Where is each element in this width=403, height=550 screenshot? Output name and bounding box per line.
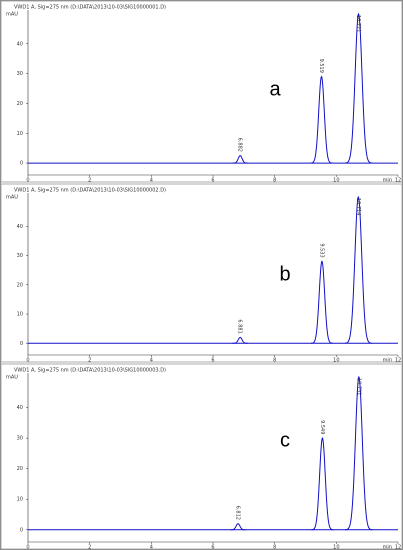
- y-tick-label: 40: [17, 405, 23, 411]
- x-axis-label: min: [383, 358, 392, 364]
- peak-label: 6.882: [237, 138, 243, 152]
- plot-area: [28, 195, 398, 344]
- panel-border: [0, 0, 403, 183]
- panel-header: VWD1 A, Sig=275 nm (D:\DATA\2013\10-03\S…: [14, 368, 166, 374]
- peak-label: 10.721: [355, 15, 361, 33]
- y-tick-label: 20: [17, 282, 23, 288]
- panel-border: [0, 363, 403, 550]
- peak: [345, 375, 373, 531]
- x-tick-label: 10: [333, 545, 339, 550]
- y-axis-label: mAU: [6, 195, 18, 201]
- y-tick-label: 40: [17, 41, 23, 47]
- x-tick-label: 6: [211, 358, 214, 364]
- x-tick-label: 12: [395, 545, 401, 550]
- panel-letter: b: [279, 263, 290, 285]
- y-tick-label: 10: [17, 312, 23, 318]
- panel: VWD1 A, Sig=275 nm (D:\DATA\2013\10-03\S…: [0, 0, 403, 184]
- panel-header: VWD1 A, Sig=275 nm (D:\DATA\2013\10-03\S…: [14, 188, 166, 194]
- x-tick-label: 0: [26, 545, 29, 550]
- peak-label: 9.519: [318, 59, 324, 73]
- x-tick-label: 2: [88, 545, 91, 550]
- y-tick-label: 0: [20, 341, 23, 347]
- peak-label: 6.881: [237, 319, 243, 333]
- peak-label: 10.731: [355, 378, 361, 396]
- peak: [232, 155, 248, 164]
- panel: VWD1 A, Sig=275 nm (D:\DATA\2013\10-03\S…: [0, 183, 403, 364]
- plot-area: [28, 12, 398, 164]
- y-tick-label: 40: [17, 224, 23, 230]
- peak-label: 9.533: [318, 243, 324, 257]
- y-tick-label: 30: [17, 253, 23, 259]
- peak-label: 10.714: [355, 198, 361, 216]
- x-axis-label: min: [383, 545, 392, 550]
- x-tick-label: 2: [88, 178, 91, 184]
- y-tick-label: 30: [17, 436, 23, 442]
- peak-label: 9.549: [319, 420, 325, 434]
- panel-letter: c: [280, 429, 290, 451]
- x-tick-label: 4: [150, 178, 153, 184]
- x-tick-label: 8: [273, 358, 276, 364]
- x-tick-label: 6: [211, 178, 214, 184]
- y-axis-label: mAU: [6, 375, 18, 381]
- peak: [230, 523, 246, 531]
- x-tick-label: 0: [26, 358, 29, 364]
- x-tick-label: 8: [273, 545, 276, 550]
- x-tick-label: 4: [150, 545, 153, 550]
- peak: [310, 75, 333, 164]
- y-tick-label: 10: [17, 131, 23, 137]
- x-tick-label: 0: [26, 178, 29, 184]
- x-tick-label: 4: [150, 358, 153, 364]
- x-tick-label: 6: [211, 545, 214, 550]
- x-tick-label: 10: [333, 358, 339, 364]
- x-tick-label: 12: [395, 178, 401, 184]
- x-tick-label: 2: [88, 358, 91, 364]
- x-tick-label: 10: [333, 178, 339, 184]
- peak: [344, 12, 373, 164]
- peak: [344, 195, 372, 344]
- x-axis-label: min: [383, 178, 392, 184]
- y-tick-label: 0: [20, 527, 23, 533]
- x-tick-label: 12: [395, 358, 401, 364]
- panel: VWD1 A, Sig=275 nm (D:\DATA\2013\10-03\S…: [0, 363, 403, 550]
- plot-area: [28, 375, 398, 531]
- peak: [232, 336, 248, 344]
- y-tick-label: 20: [17, 101, 23, 107]
- y-tick-label: 10: [17, 497, 23, 503]
- y-tick-label: 20: [17, 466, 23, 472]
- y-axis-label: mAU: [6, 12, 18, 18]
- peak: [311, 260, 333, 344]
- peak: [311, 437, 334, 531]
- panel-header: VWD1 A, Sig=275 nm (D:\DATA\2013\10-03\S…: [14, 5, 166, 11]
- x-tick-label: 8: [273, 178, 276, 184]
- peak-label: 6.812: [235, 506, 241, 520]
- panel-border: [0, 183, 403, 363]
- y-tick-label: 0: [20, 161, 23, 167]
- panel-letter: a: [269, 78, 281, 100]
- y-tick-label: 30: [17, 71, 23, 77]
